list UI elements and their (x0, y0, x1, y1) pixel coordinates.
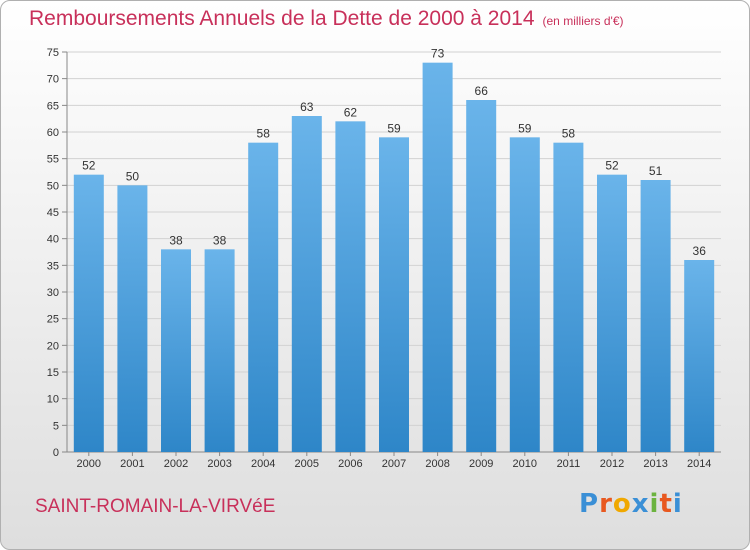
x-tick-label: 2000 (77, 458, 101, 470)
x-tick-label: 2009 (469, 458, 493, 470)
y-tick-label: 35 (47, 260, 59, 272)
data-label: 63 (300, 100, 314, 114)
y-tick-label: 20 (47, 340, 59, 352)
data-label: 59 (387, 121, 401, 135)
chart-title-main: Remboursements Annuels de la Dette de 20… (29, 7, 535, 30)
bar (684, 260, 715, 452)
y-tick-label: 5 (53, 420, 59, 432)
data-label: 50 (126, 169, 140, 183)
bar (640, 180, 671, 452)
bar (466, 100, 497, 452)
y-tick-label: 60 (47, 127, 59, 139)
bar (204, 249, 235, 452)
logo-letter: r (599, 489, 613, 519)
data-label: 52 (605, 159, 619, 173)
y-tick-label: 55 (47, 154, 59, 166)
bar (161, 249, 191, 452)
proxiti-logo: Proxiti (579, 489, 683, 519)
bar (422, 62, 453, 453)
bar (379, 137, 409, 453)
x-tick-label: 2004 (251, 458, 275, 470)
x-tick-label: 2007 (382, 458, 406, 470)
y-tick-label: 30 (47, 287, 59, 299)
y-tick-label: 15 (47, 367, 59, 379)
y-tick-label: 75 (47, 47, 59, 59)
bar (291, 116, 322, 452)
data-label: 58 (562, 127, 576, 141)
data-label: 58 (257, 127, 271, 141)
x-tick-label: 2001 (120, 458, 144, 470)
y-tick-label: 25 (47, 314, 59, 326)
x-tick-label: 2013 (643, 458, 667, 470)
data-label: 59 (518, 121, 532, 135)
data-label: 51 (649, 164, 663, 178)
bar (509, 137, 540, 453)
location-name: SAINT-ROMAIN-LA-VIRVéE (35, 496, 276, 517)
data-label: 66 (475, 84, 489, 98)
data-label: 62 (344, 105, 358, 119)
x-tick-label: 2012 (600, 458, 624, 470)
y-tick-label: 40 (47, 234, 59, 246)
x-tick-label: 2005 (295, 458, 319, 470)
bar (248, 142, 279, 452)
bar (117, 185, 148, 453)
y-tick-label: 70 (47, 74, 59, 86)
y-tick-label: 45 (47, 207, 59, 219)
data-label: 38 (213, 233, 227, 247)
data-label: 38 (169, 233, 183, 247)
bar (553, 142, 584, 452)
bar (73, 174, 104, 452)
y-tick-label: 10 (47, 394, 59, 406)
chart-title-unit: (en milliers d'€) (542, 14, 624, 28)
logo-letter: P (579, 489, 600, 519)
logo-letter: t (659, 489, 673, 519)
x-tick-label: 2008 (425, 458, 449, 470)
y-tick-label: 50 (47, 180, 59, 192)
data-label: 73 (431, 47, 445, 61)
logo-letter: o (612, 489, 632, 519)
x-tick-label: 2014 (687, 458, 711, 470)
x-tick-label: 2002 (164, 458, 188, 470)
logo-letter: i (649, 489, 660, 519)
y-tick-label: 65 (47, 100, 59, 112)
x-tick-label: 2003 (207, 458, 231, 470)
data-label: 52 (82, 159, 96, 173)
logo-letter: x (631, 489, 650, 519)
y-tick-label: 0 (53, 447, 59, 459)
data-label: 36 (693, 244, 707, 258)
bar (597, 174, 627, 452)
bar (335, 121, 366, 452)
chart-title: Remboursements Annuels de la Dette de 20… (29, 7, 624, 31)
x-tick-label: 2010 (513, 458, 537, 470)
logo-letter: i (672, 489, 683, 519)
x-tick-label: 2011 (557, 458, 581, 470)
x-tick-label: 2006 (338, 458, 362, 470)
